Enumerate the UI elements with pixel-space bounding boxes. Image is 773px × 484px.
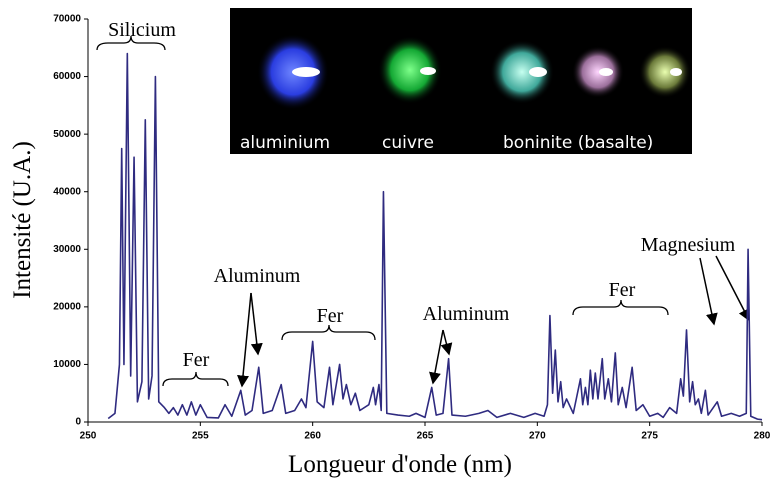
chart: aluminium cuivre boninite (basalte) Long… (0, 0, 773, 484)
x-tick-label: 265 (417, 431, 434, 442)
annotation: Aluminum (214, 265, 301, 287)
y-tick-label: 30000 (53, 244, 81, 255)
y-axis-title: Intensité (U.A.) (9, 141, 36, 299)
x-tick-label: 275 (641, 431, 658, 442)
x-tick-label: 250 (80, 431, 97, 442)
y-tick-label: 70000 (53, 14, 81, 25)
page: aluminium cuivre boninite (basalte) Long… (0, 0, 773, 484)
inset-label: boninite (basalte) (503, 133, 653, 153)
y-tick-label: 10000 (53, 359, 81, 370)
inset-photo: aluminium cuivre boninite (basalte) (230, 8, 692, 154)
y-tick-label: 60000 (53, 71, 81, 82)
annotation: Silicium (108, 19, 176, 41)
annotation: Magnesium (641, 234, 736, 256)
y-tick-label: 20000 (53, 301, 81, 312)
y-tick-label: 50000 (53, 129, 81, 140)
x-tick-label: 255 (192, 431, 209, 442)
x-tick-label: 270 (529, 431, 546, 442)
x-tick-label: 280 (754, 431, 771, 442)
annotation: Fer (317, 305, 344, 327)
x-axis-title: Longueur d'onde (nm) (288, 451, 512, 478)
annotation: Fer (183, 349, 210, 371)
x-tick-label: 260 (304, 431, 321, 442)
annotation: Fer (609, 279, 636, 301)
inset-label: cuivre (382, 133, 434, 153)
annotation: Aluminum (423, 303, 510, 325)
y-tick-label: 0 (75, 417, 81, 428)
y-tick-label: 40000 (53, 186, 81, 197)
inset-label: aluminium (240, 133, 330, 153)
